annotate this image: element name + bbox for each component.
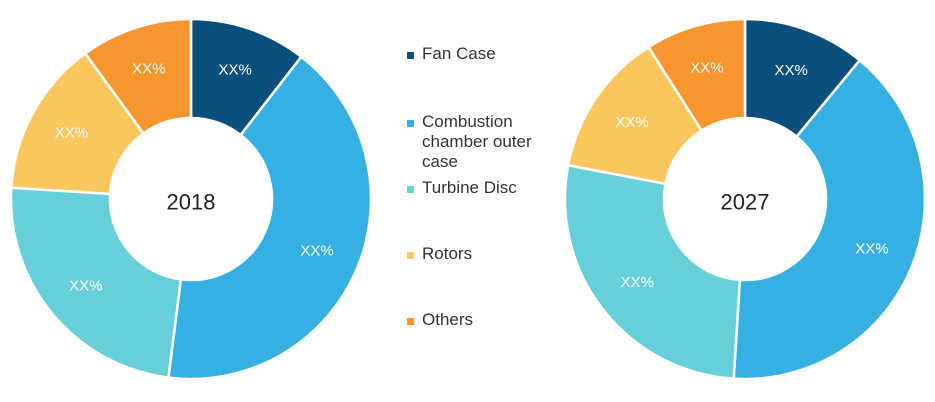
legend-label: Fan Case bbox=[422, 44, 496, 63]
legend-label: Rotors bbox=[422, 244, 473, 263]
donut-chart-2027: XX% XX% XX% XX% XX% 2027 bbox=[563, 17, 927, 381]
slice-label-combustion-chamber-outer-case: XX% bbox=[855, 241, 888, 258]
slice-label-others: XX% bbox=[132, 61, 165, 78]
slice-label-rotors: XX% bbox=[615, 114, 648, 131]
legend-swatch-combustion-chamber-outer-case bbox=[407, 120, 414, 127]
slice-label-turbine-disc: XX% bbox=[69, 278, 102, 295]
slice-others bbox=[83, 17, 193, 136]
chart-year-label: 2018 bbox=[167, 190, 216, 215]
slice-rotors bbox=[566, 45, 704, 186]
legend-label: Combustion chamber outer case bbox=[422, 112, 532, 171]
legend-item-rotors: Rotors bbox=[407, 244, 567, 264]
chart-year-label: 2027 bbox=[721, 190, 770, 215]
legend-swatch-rotors bbox=[407, 252, 414, 259]
legend-item-fan-case: Fan Case bbox=[407, 44, 567, 64]
legend-item-combustion-chamber-outer-case: Combustion chamber outer case bbox=[407, 112, 567, 172]
legend-swatch-turbine-disc bbox=[407, 186, 414, 193]
slice-label-fan-case: XX% bbox=[219, 61, 252, 78]
legend-item-turbine-disc: Turbine Disc bbox=[407, 178, 567, 198]
slice-label-turbine-disc: XX% bbox=[620, 274, 653, 291]
slice-turbine-disc bbox=[563, 163, 742, 380]
slice-others bbox=[646, 17, 747, 133]
donut-chart-2018: XX% XX% XX% XX% XX% 2018 bbox=[9, 17, 373, 381]
slice-combustion-chamber-outer-case bbox=[732, 58, 927, 381]
legend-swatch-fan-case bbox=[407, 52, 414, 59]
slice-turbine-disc bbox=[9, 186, 183, 379]
slice-label-rotors: XX% bbox=[55, 125, 88, 142]
legend-item-others: Others bbox=[407, 310, 567, 330]
slice-label-combustion-chamber-outer-case: XX% bbox=[300, 243, 333, 260]
legend-label: Others bbox=[422, 310, 474, 329]
slice-label-others: XX% bbox=[690, 59, 723, 76]
legend-label: Turbine Disc bbox=[422, 178, 517, 197]
slice-label-fan-case: XX% bbox=[775, 62, 808, 79]
slice-combustion-chamber-outer-case bbox=[167, 55, 373, 381]
legend-swatch-others bbox=[407, 318, 414, 325]
